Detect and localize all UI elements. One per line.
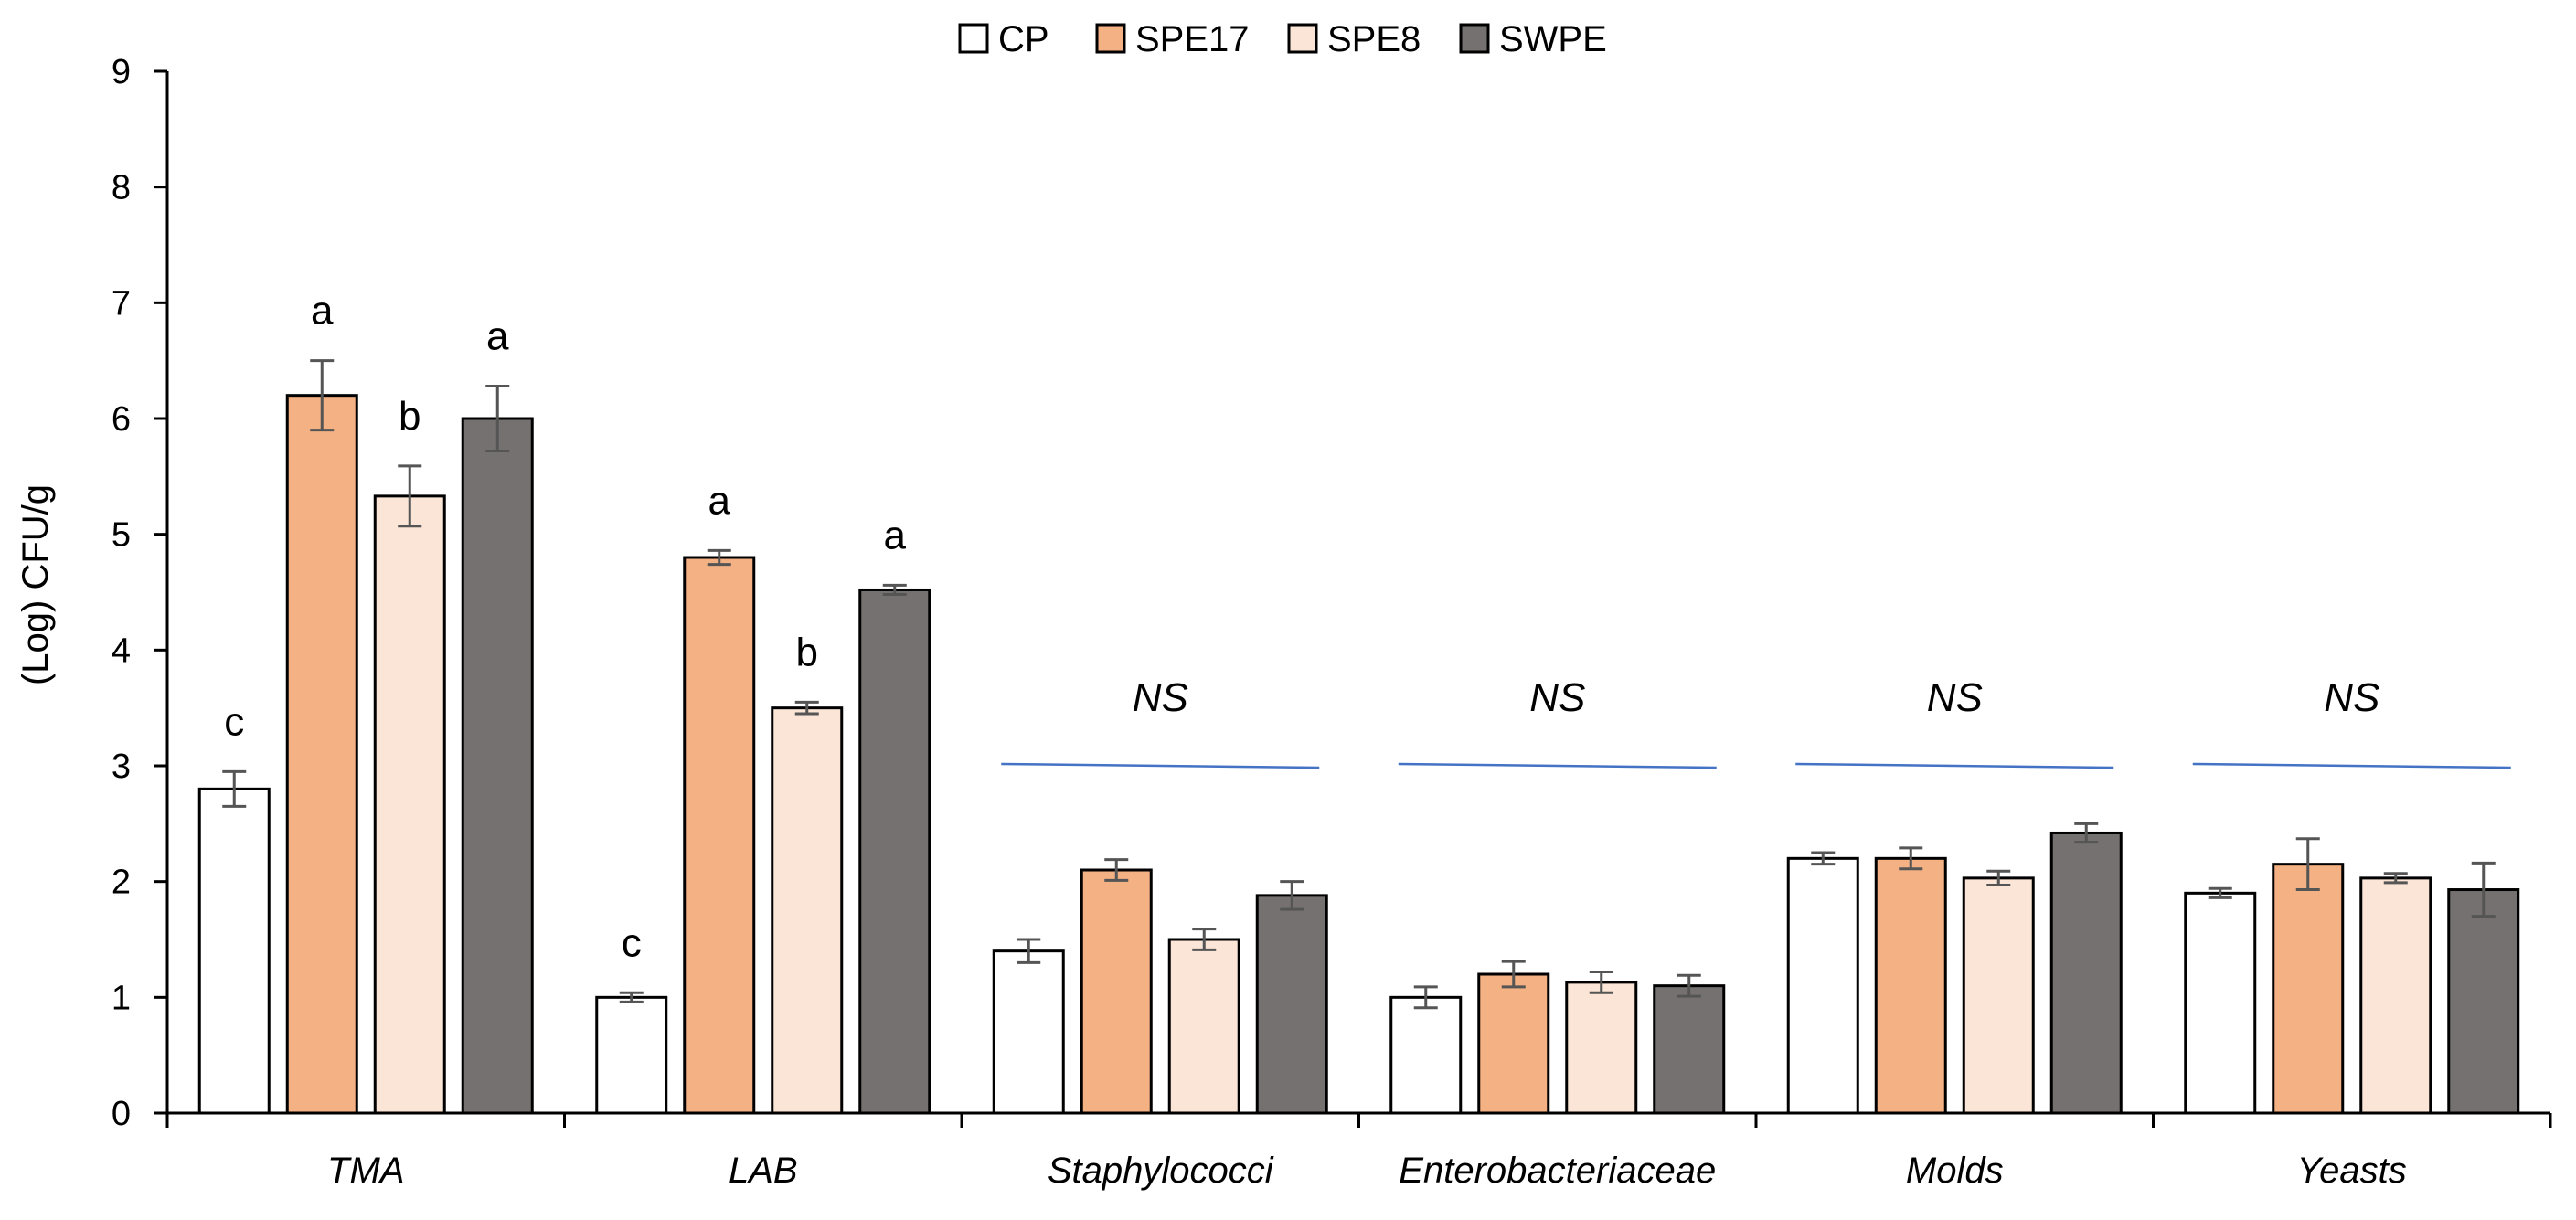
x-category-label: TMA [327, 1151, 404, 1191]
ns-label: NS [1927, 675, 1983, 720]
bar [1255, 894, 1328, 1115]
bar [197, 787, 271, 1115]
bar [461, 417, 534, 1115]
y-tick-label: 3 [112, 748, 131, 786]
bar [683, 556, 756, 1115]
ns-line [1795, 762, 2114, 769]
bar [992, 949, 1065, 1115]
significance-letter: c [224, 699, 244, 744]
y-tick-label: 6 [112, 400, 131, 439]
bar [2184, 891, 2257, 1115]
legend: CP SPE17 SPE8 SWPE [958, 19, 1607, 59]
y-axis: 0 1 2 3 4 5 6 7 8 9 [112, 53, 169, 1133]
bar [285, 394, 358, 1115]
y-tick-label: 0 [112, 1095, 131, 1133]
ns-label: NS [1133, 675, 1188, 720]
bar [2359, 876, 2432, 1115]
bar [1080, 868, 1153, 1115]
bar [1874, 856, 1947, 1115]
bar [2272, 863, 2345, 1115]
significance-letter: a [486, 314, 509, 359]
y-tick-label: 7 [112, 284, 131, 323]
bar [771, 706, 844, 1115]
ns-label: NS [1529, 675, 1585, 720]
y-tick-label: 1 [112, 979, 131, 1017]
y-tick-label: 5 [112, 516, 131, 555]
annotations: c a b a c a b a NS NS NS NS [224, 289, 2511, 965]
bar [1653, 984, 1726, 1115]
bar [373, 494, 446, 1115]
significance-letter: a [311, 289, 334, 334]
legend-swatch [1095, 23, 1126, 54]
y-tick-label: 8 [112, 169, 131, 207]
significance-letter: a [708, 478, 731, 523]
bar [2447, 888, 2520, 1115]
bar [1389, 995, 1463, 1115]
significance-letter: b [796, 630, 818, 674]
bar [1565, 981, 1638, 1115]
y-tick-label: 4 [112, 631, 131, 670]
significance-letter: b [399, 394, 420, 439]
legend-entry: SWPE [1499, 19, 1607, 59]
y-tick-label: 2 [112, 864, 131, 902]
bar [858, 588, 931, 1115]
y-tick-label: 9 [112, 53, 131, 91]
bar [595, 995, 668, 1115]
legend-swatch [958, 23, 989, 54]
x-axis: TMA LAB Staphylococci Enterobacteriaceae Mol… [165, 1111, 2552, 1191]
x-category-label: Yeasts [2297, 1151, 2407, 1191]
ns-line [2192, 762, 2511, 769]
legend-entry: SPE17 [1135, 19, 1250, 59]
legend-entry: SPE8 [1327, 19, 1421, 59]
bars [197, 359, 2520, 1115]
legend-swatch [1459, 23, 1490, 54]
significance-letter: a [884, 513, 907, 557]
legend-swatch [1287, 23, 1318, 54]
bar [2049, 831, 2123, 1115]
significance-letter: c [622, 920, 642, 965]
ns-line [1398, 762, 1717, 769]
ns-label: NS [2324, 675, 2379, 720]
legend-entry: CP [998, 19, 1049, 59]
bar [1786, 856, 1859, 1115]
x-category-label: Enterobacteriaceae [1399, 1151, 1716, 1191]
y-axis-label: (Log) CFU/g [16, 484, 56, 685]
bar [1167, 938, 1240, 1115]
ns-line [1001, 762, 1320, 769]
x-category-label: LAB [729, 1151, 798, 1191]
bar [1477, 972, 1550, 1115]
bar [1962, 876, 2035, 1115]
x-category-label: Staphylococci [1048, 1151, 1274, 1191]
x-category-label: Molds [1906, 1151, 2004, 1191]
